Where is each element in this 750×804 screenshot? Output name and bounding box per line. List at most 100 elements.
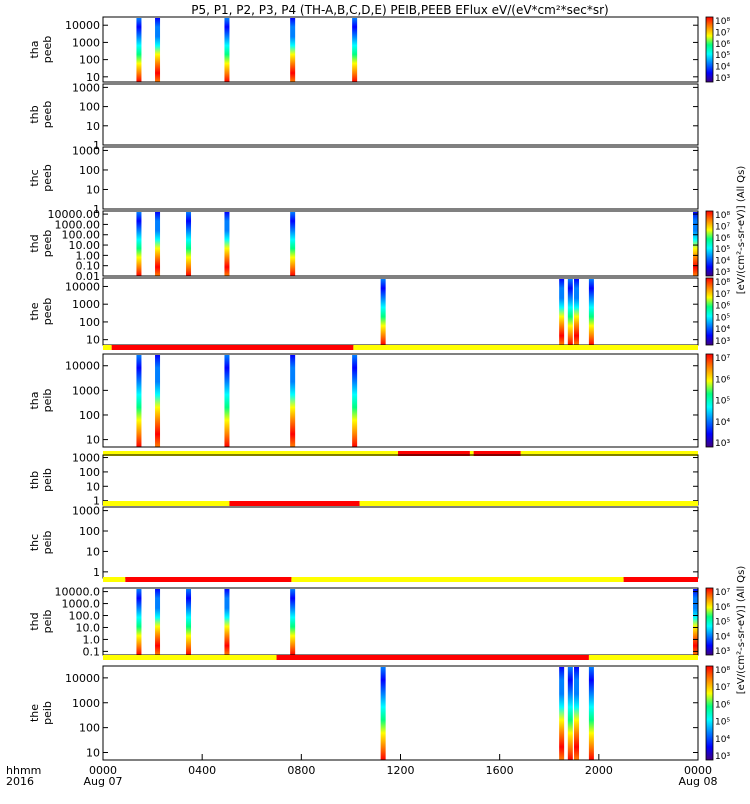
status-segment-yellow <box>588 655 698 660</box>
burst-the-peib-0 <box>380 667 386 760</box>
ylabel-thb-peeb: peeb <box>41 101 54 129</box>
ytick-label: 10 <box>86 434 100 447</box>
ytick-label: 100 <box>79 409 100 422</box>
panel-frame-the-peeb <box>102 277 699 346</box>
panel-thc-peib: 1 10 100 1000 thc peib <box>28 505 699 582</box>
burst-the-peib-3 <box>574 667 580 760</box>
ytick-label: 100 <box>79 316 100 329</box>
colorbar-tick: 10⁵ <box>715 313 730 323</box>
ylabel-thb-peib: thb <box>28 471 41 489</box>
ytick-label: 1000 <box>72 505 100 518</box>
colorbar-tick: 10⁶ <box>715 603 730 613</box>
colorbar-tick: 10⁵ <box>715 718 730 728</box>
colorbar-tick: 10⁵ <box>715 245 730 255</box>
panel-tha-peib: 10 100 1000 10000 tha peib 10³ 10⁴ 10⁵ 10⁶ 10⁷ <box>28 353 730 456</box>
burst-tha-peeb-4 <box>352 18 358 82</box>
colorbar-tick: 10⁶ <box>715 302 730 312</box>
ytick-label: 100 <box>79 54 100 67</box>
colorbar-tick: 10³ <box>715 439 730 449</box>
burst-tha-peib-0 <box>136 355 142 447</box>
burst-tha-peeb-2 <box>224 18 230 82</box>
burst-thd-peib-2 <box>186 589 192 655</box>
colorbar-the-peib <box>705 665 714 761</box>
colorbar-tick: 10⁴ <box>715 325 730 335</box>
ytick-label: 10000 <box>65 360 100 373</box>
ytick-label: 10 <box>86 120 100 133</box>
panel-frame-thd-peib <box>102 587 699 656</box>
burst-the-peeb-0 <box>380 279 386 345</box>
colorbar-tick: 10³ <box>715 647 730 657</box>
ylabel-tha-peeb: tha <box>28 40 41 58</box>
ytick-label: 10 <box>86 480 100 493</box>
burst-tha-peib-1 <box>155 355 161 447</box>
colorbar-tick: 10⁸ <box>715 278 730 288</box>
ytick-label: 1000 <box>72 298 100 311</box>
burst-tha-peib-4 <box>352 355 358 447</box>
ytick-label: 10 <box>86 71 100 84</box>
ytick-label: 10 <box>86 747 100 760</box>
burst-the-peib-1 <box>559 667 565 760</box>
ytick-label: 1 <box>93 566 100 579</box>
burst-the-peeb-1 <box>559 279 565 345</box>
ytick-label: 1000 <box>72 144 100 157</box>
ytick-label: 100 <box>79 466 100 479</box>
burst-thd-peeb-4 <box>290 212 296 276</box>
ytick-label: 1 <box>93 203 100 216</box>
xtick-label: 0000 <box>89 764 117 777</box>
colorbar-tick: 10⁵ <box>715 397 730 407</box>
colorbar-tick: 10⁴ <box>715 735 730 745</box>
ylabel-thc-peib: peib <box>41 531 54 555</box>
status-segment-yellow <box>103 577 126 582</box>
ylabel-thd-peib: peib <box>41 610 54 634</box>
xtick-label: 0800 <box>287 764 315 777</box>
ytick-label: 1 <box>93 495 100 508</box>
ytick-label: 100 <box>79 722 100 735</box>
status-segment-yellow <box>103 501 230 506</box>
ylabel-tha-peib: peib <box>41 389 54 413</box>
colorbar-tick: 10⁷ <box>715 222 730 232</box>
ytick-label: 0.10 <box>76 260 101 273</box>
ytick-label: 10 <box>86 183 100 196</box>
xtick-label: 0400 <box>188 764 216 777</box>
ytick-label: 1 <box>93 139 100 152</box>
ylabel-tha-peib: tha <box>28 391 41 409</box>
ytick-label: 10000.0 <box>55 586 101 599</box>
colorbar-tick: 10⁸ <box>715 17 730 27</box>
ytick-label: 1.0 <box>83 633 101 646</box>
ylabel-thb-peeb: thb <box>28 105 41 123</box>
x-axis-row-label-year: 2016 <box>6 775 34 788</box>
colorbar-tick: 10⁴ <box>715 632 730 642</box>
xtick-label: 2000 <box>585 764 613 777</box>
panel-thb-peeb: 1 10 100 1000 thb peeb <box>28 81 699 152</box>
burst-tha-peib-2 <box>224 355 230 447</box>
ylabel-the-peib: peib <box>41 701 54 725</box>
colorbar-the-peeb <box>705 277 714 346</box>
ytick-label: 10000.00 <box>48 208 101 221</box>
burst-thd-peeb-5 <box>693 212 699 276</box>
status-segment-red <box>125 577 292 582</box>
colorbar-tick: 10⁷ <box>715 354 730 364</box>
status-segment-yellow <box>353 345 698 350</box>
burst-tha-peeb-3 <box>290 18 296 82</box>
ytick-label: 1000.00 <box>55 218 101 231</box>
panel-frame-thb-peib <box>102 454 699 506</box>
ytick-label: 1000 <box>72 81 100 94</box>
panel-frame-tha-peib <box>102 353 699 448</box>
burst-thd-peeb-3 <box>224 212 230 276</box>
ylabel-thd-peeb: peeb <box>41 230 54 258</box>
ytick-label: 10.0 <box>76 621 101 634</box>
colorbar-tick: 10⁵ <box>715 618 730 628</box>
ylabel-thc-peib: thc <box>28 534 41 551</box>
colorbar-side-labels: [eV/(cm²-s-sr-eV)] (All Qs) [eV/(cm²-s-s… <box>736 166 747 695</box>
colorbar-tick: 10⁷ <box>715 683 730 693</box>
xtick-sublabel: Aug 08 <box>679 775 718 788</box>
burst-the-peeb-2 <box>567 279 573 345</box>
burst-tha-peeb-1 <box>155 18 161 82</box>
xtick-label: 0000 <box>684 764 712 777</box>
status-segment-yellow <box>103 345 112 350</box>
